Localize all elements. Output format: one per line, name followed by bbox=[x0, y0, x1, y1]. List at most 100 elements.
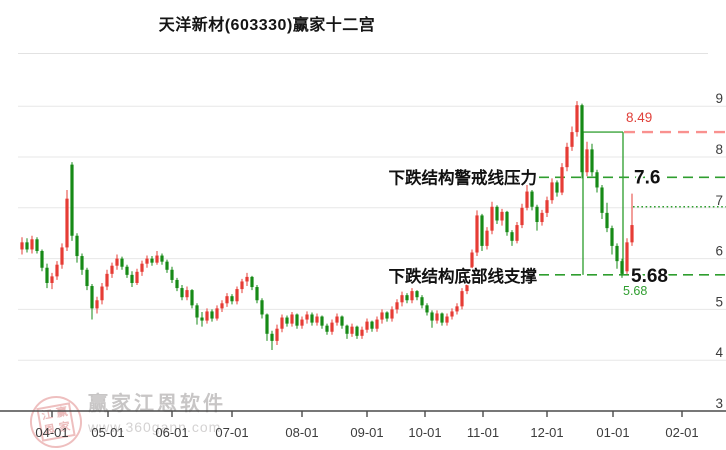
candle-body bbox=[230, 296, 234, 302]
level-labels: 8.49 7.6 下跌结构警戒线压力 5.685.68 下跌结构底部线支撑 bbox=[387, 110, 670, 298]
candle-body bbox=[370, 321, 374, 329]
candle-body bbox=[495, 206, 499, 221]
y-tick-label: 4 bbox=[715, 345, 723, 360]
candle-body bbox=[545, 200, 549, 213]
candle-body bbox=[235, 289, 239, 302]
candle-body bbox=[20, 242, 24, 250]
candle-body bbox=[115, 258, 119, 266]
x-tick-label: 12-01 bbox=[530, 425, 563, 440]
y-tick-label: 3 bbox=[715, 396, 723, 411]
candle-body bbox=[255, 287, 259, 301]
candle-body bbox=[420, 297, 424, 306]
candle-body bbox=[500, 211, 504, 221]
y-tick-label: 8 bbox=[715, 142, 723, 157]
candle-body bbox=[465, 272, 469, 292]
candle-body bbox=[360, 329, 364, 336]
candle-body bbox=[50, 276, 54, 283]
month-axis: 04-01 05-01 06-01 07-01 08-01 09-01 10-01 11-01… bbox=[0, 410, 726, 440]
y-tick-label: 7 bbox=[715, 193, 723, 208]
candle-body bbox=[30, 239, 34, 250]
candle-body bbox=[410, 291, 414, 301]
candle-body bbox=[270, 333, 274, 341]
x-tick-label: 09-01 bbox=[350, 425, 383, 440]
candle-body bbox=[260, 300, 264, 315]
candle-body bbox=[460, 291, 464, 307]
candle-body bbox=[520, 207, 524, 226]
watermark-url-text: www.360gann.com bbox=[88, 419, 222, 435]
candle-body bbox=[415, 291, 419, 298]
candle-body bbox=[405, 295, 409, 301]
candle-body bbox=[185, 290, 189, 298]
candle-body bbox=[620, 261, 624, 274]
candle-body bbox=[595, 172, 599, 188]
candle-body bbox=[510, 232, 514, 241]
candle-body bbox=[160, 255, 164, 262]
candle-body bbox=[530, 191, 534, 207]
candle-body bbox=[505, 211, 509, 233]
candle-body bbox=[170, 269, 174, 280]
candle-body bbox=[470, 252, 474, 273]
candle-body bbox=[385, 312, 389, 319]
candle-body bbox=[300, 319, 304, 326]
candles bbox=[20, 101, 634, 351]
y-tick-label: 6 bbox=[715, 244, 723, 259]
candle-body bbox=[535, 206, 539, 223]
candle-body bbox=[275, 328, 279, 341]
candle-body bbox=[210, 311, 214, 319]
candle-body bbox=[290, 314, 294, 324]
candle-body bbox=[630, 225, 634, 243]
candle-body bbox=[65, 198, 69, 248]
structure-annotation: 下跌结构警戒线压力 bbox=[389, 167, 538, 187]
candle-body bbox=[220, 303, 224, 309]
candle-body bbox=[390, 309, 394, 319]
candle-body bbox=[560, 167, 564, 193]
candle-body bbox=[450, 311, 454, 317]
candle-body bbox=[35, 239, 39, 251]
candle-body bbox=[475, 215, 479, 253]
candle-body bbox=[430, 312, 434, 321]
candle-body bbox=[320, 316, 324, 326]
candle-body bbox=[350, 326, 354, 334]
candle-body bbox=[585, 149, 589, 173]
candle-body bbox=[245, 276, 249, 282]
candle-body bbox=[335, 316, 339, 323]
candle-body bbox=[440, 313, 444, 323]
level-lines bbox=[539, 130, 726, 276]
candle-body bbox=[565, 146, 569, 168]
candle-body bbox=[315, 316, 319, 323]
candle-body bbox=[165, 261, 169, 270]
candle-body bbox=[25, 242, 29, 250]
candle-body bbox=[575, 105, 579, 133]
candle-body bbox=[365, 321, 369, 330]
candle-body bbox=[200, 317, 204, 321]
candle-body bbox=[125, 266, 129, 275]
candle-body bbox=[480, 215, 484, 246]
x-tick-label: 02-01 bbox=[665, 425, 698, 440]
level-label-support-5.68: 5.68 bbox=[631, 266, 668, 287]
y-tick-label: 9 bbox=[715, 91, 723, 106]
level-label-warning-7.6: 7.6 bbox=[634, 167, 660, 188]
level-label-pressure-8.49: 8.49 bbox=[626, 110, 652, 125]
candle-body bbox=[610, 228, 614, 246]
x-tick-label: 10-01 bbox=[408, 425, 441, 440]
candle-body bbox=[60, 247, 64, 265]
candle-body bbox=[280, 317, 284, 329]
candle-body bbox=[285, 317, 289, 324]
candle-body bbox=[135, 271, 139, 283]
candle-body bbox=[580, 105, 584, 173]
candle-body bbox=[310, 314, 314, 323]
candle-body bbox=[325, 325, 329, 332]
candle-body bbox=[140, 263, 144, 272]
page-title: 天洋新材(603330)赢家十二宫 bbox=[158, 17, 376, 34]
x-tick-label: 11-01 bbox=[467, 425, 499, 440]
candle-body bbox=[215, 308, 219, 319]
candle-body bbox=[540, 212, 544, 223]
candle-body bbox=[100, 286, 104, 301]
candle-body bbox=[40, 250, 44, 268]
candle-body bbox=[615, 245, 619, 262]
x-tick-label: 07-01 bbox=[215, 425, 248, 440]
candle-body bbox=[45, 267, 49, 283]
candle-body bbox=[150, 258, 154, 263]
candle-body bbox=[605, 212, 609, 229]
